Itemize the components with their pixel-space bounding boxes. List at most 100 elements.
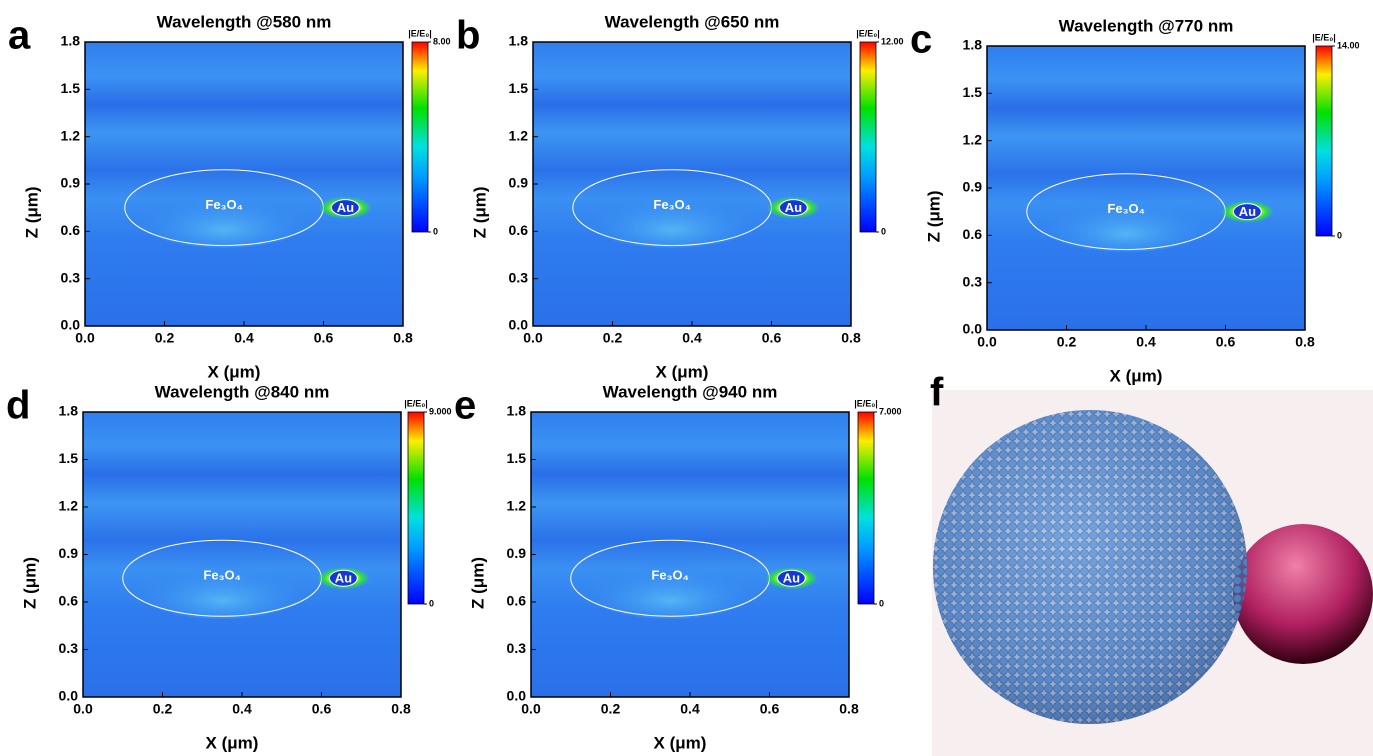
y-tick-label: 1.8 xyxy=(59,403,79,419)
title: Wavelength @650 nm xyxy=(605,12,780,31)
y-tick-label: 1.5 xyxy=(61,80,81,96)
panel-label: d xyxy=(6,384,30,428)
annotation: Au xyxy=(335,571,352,586)
x-tick-label: 0.0 xyxy=(977,334,997,350)
y-tick-label: 0.9 xyxy=(61,175,81,191)
y-tick-label: 0.6 xyxy=(61,222,81,238)
au-outline xyxy=(1232,203,1262,221)
y-tick-label: 1.5 xyxy=(509,80,529,96)
x-tick-label: 0.8 xyxy=(839,701,859,717)
x-tick-label: 0.2 xyxy=(1057,334,1077,350)
x-tick-label: 0.6 xyxy=(312,701,332,717)
annotation: Fe₃O₄ xyxy=(653,197,691,212)
y-tick-label: 0.6 xyxy=(963,226,983,242)
annotation: Au xyxy=(783,571,800,586)
x-tick-label: 0.6 xyxy=(762,330,782,346)
x-tick-label: 0.8 xyxy=(1295,334,1315,350)
au-sphere xyxy=(1233,524,1373,664)
x-tick-label: 0.0 xyxy=(523,330,543,346)
colorbar-tick-label: 0 xyxy=(881,226,886,236)
y-tick-label: 0.0 xyxy=(59,688,79,704)
title: Wavelength @940 nm xyxy=(603,382,778,401)
y-tick-label: 0.9 xyxy=(507,545,527,561)
y-tick-label: 1.2 xyxy=(59,498,79,514)
fe3o4-shade xyxy=(933,410,1247,724)
colorbar-tick-label: 7.000 xyxy=(879,406,902,416)
x-tick-label: 0.6 xyxy=(1216,334,1236,350)
y-tick-label: 0.0 xyxy=(507,688,527,704)
panel: Fe₃O₄ Au 0.0 0.2 0.4 0.6 0.8 0.0 0.3 0.6 0.9 1.2 1.5… xyxy=(454,382,902,752)
y-tick-label: 1.2 xyxy=(963,131,983,147)
x-tick-label: 0.0 xyxy=(75,330,95,346)
field-map xyxy=(987,46,1305,330)
inner-field xyxy=(134,187,314,248)
x-tick-label: 0.6 xyxy=(314,330,334,346)
annotation: Fe₃O₄ xyxy=(205,197,243,212)
x-tick-label: 0.2 xyxy=(603,330,623,346)
x-axis-label: X (μm) xyxy=(1110,366,1163,385)
x-tick-label: 0.2 xyxy=(155,330,175,346)
y-tick-label: 1.5 xyxy=(507,450,527,466)
y-tick-label: 0.6 xyxy=(507,593,527,609)
panel-label: c xyxy=(910,18,932,62)
y-tick-label: 1.8 xyxy=(509,33,529,49)
field-map xyxy=(83,412,401,697)
y-tick-label: 0.0 xyxy=(963,321,983,337)
annotation: Fe₃O₄ xyxy=(651,568,689,583)
x-tick-label: 0.8 xyxy=(393,330,413,346)
colorbar-label: |E/E₀| xyxy=(1312,32,1336,42)
x-axis-label: X (μm) xyxy=(654,733,707,752)
panel-label: a xyxy=(8,14,31,58)
colorbar-label: |E/E₀| xyxy=(408,28,432,38)
au-outline xyxy=(776,569,806,587)
colorbar-tick-label: 0 xyxy=(429,598,434,608)
y-tick-label: 0.6 xyxy=(509,222,529,238)
annotation: Au xyxy=(1239,204,1256,219)
colorbar-label: |E/E₀| xyxy=(856,28,880,38)
x-tick-label: 0.4 xyxy=(680,701,700,717)
panel: Fe₃O₄ Au 0.0 0.2 0.4 0.6 0.8 0.0 0.3 0.6 0.9 1.2 1.5… xyxy=(910,16,1360,385)
colorbar xyxy=(411,41,429,233)
y-axis-label: Z (μm) xyxy=(22,186,41,238)
annotation: Au xyxy=(337,200,354,215)
y-tick-label: 1.5 xyxy=(59,450,79,466)
y-tick-label: 1.2 xyxy=(507,498,527,514)
x-tick-label: 0.4 xyxy=(234,330,254,346)
field-map xyxy=(531,412,849,697)
colorbar-label: |E/E₀| xyxy=(854,398,878,408)
panel-label: e xyxy=(454,384,476,428)
panel: Fe₃O₄ Au 0.0 0.2 0.4 0.6 0.8 0.0 0.3 0.6 0.9 1.2 1.5… xyxy=(8,12,451,381)
y-axis-label: Z (μm) xyxy=(470,186,489,238)
y-tick-label: 0.9 xyxy=(509,175,529,191)
panel: Fe₃O₄ Au 0.0 0.2 0.4 0.6 0.8 0.0 0.3 0.6 0.9 1.2 1.5… xyxy=(6,382,452,752)
title: Wavelength @580 nm xyxy=(157,12,332,31)
colorbar xyxy=(407,411,425,605)
y-tick-label: 1.8 xyxy=(963,37,983,53)
y-tick-label: 1.2 xyxy=(509,127,529,143)
inner-field xyxy=(132,557,312,619)
field-map xyxy=(85,42,403,326)
colorbar xyxy=(857,411,875,605)
field-map xyxy=(533,42,851,326)
colorbar-tick-label: 0 xyxy=(1337,230,1342,240)
y-axis-label: Z (μm) xyxy=(924,190,943,242)
x-tick-label: 0.4 xyxy=(1136,334,1156,350)
title: Wavelength @770 nm xyxy=(1059,16,1234,35)
y-tick-label: 1.8 xyxy=(61,33,81,49)
y-tick-label: 0.3 xyxy=(509,269,529,285)
colorbar-label: |E/E₀| xyxy=(404,398,428,408)
y-tick-label: 0.3 xyxy=(507,640,527,656)
colorbar xyxy=(859,41,877,233)
x-tick-label: 0.2 xyxy=(601,701,621,717)
annotation: Au xyxy=(785,200,802,215)
colorbar-tick-label: 0 xyxy=(879,598,884,608)
annotation: Fe₃O₄ xyxy=(203,568,241,583)
y-tick-label: 1.5 xyxy=(963,84,983,100)
y-tick-label: 0.9 xyxy=(59,545,79,561)
y-axis-label: Z (μm) xyxy=(20,557,39,609)
x-tick-label: 0.4 xyxy=(232,701,252,717)
y-tick-label: 1.2 xyxy=(61,127,81,143)
panel-label: b xyxy=(456,14,480,58)
colorbar-tick-label: 12.00 xyxy=(881,36,904,46)
